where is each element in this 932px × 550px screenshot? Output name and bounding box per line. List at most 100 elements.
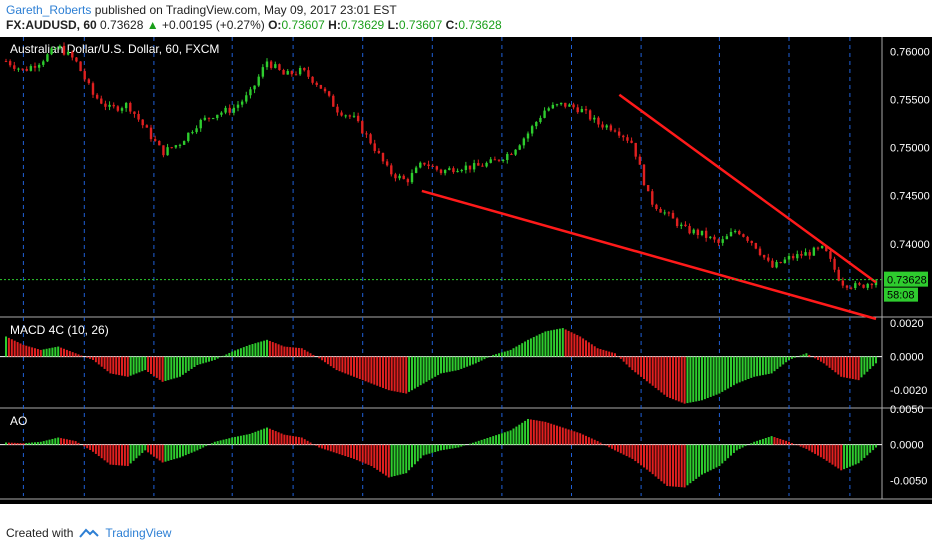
chart-background	[0, 37, 932, 504]
candle-body	[303, 67, 306, 71]
candle-body	[642, 164, 646, 186]
candle-body	[332, 95, 335, 107]
candle-body	[543, 110, 546, 118]
candle-body	[66, 51, 70, 55]
candle-body	[286, 71, 289, 75]
candle-body	[62, 45, 66, 55]
candle-body	[713, 236, 716, 240]
candle-body	[129, 102, 132, 112]
quote-line: FX:AUDUSD, 60 0.73628 ▲ +0.00195 (+0.27%…	[6, 18, 502, 33]
candle-body	[746, 236, 749, 241]
candle-body	[626, 137, 629, 141]
candle-body	[613, 130, 617, 132]
candle-body	[796, 254, 799, 259]
candle-body	[700, 230, 704, 236]
candle-body	[240, 101, 244, 105]
high-label: H:	[328, 18, 341, 32]
candle-body	[729, 232, 733, 237]
candle-body	[787, 256, 791, 260]
candle-body	[133, 111, 136, 114]
candle-body	[804, 252, 807, 256]
candle-body	[216, 114, 219, 119]
candle-body	[651, 191, 654, 205]
candle-body	[29, 66, 33, 71]
candle-body	[203, 117, 207, 120]
candle-body	[820, 245, 824, 249]
candle-body	[564, 102, 567, 107]
candle-body	[721, 239, 724, 243]
candle-body	[120, 108, 124, 111]
candle-body	[414, 167, 418, 173]
y-tick-label: -0.0050	[890, 475, 927, 487]
candle-body	[100, 98, 103, 104]
candle-body	[17, 68, 20, 70]
candle-body	[584, 108, 588, 111]
candle-body	[274, 64, 277, 68]
last-price-tag	[884, 271, 928, 287]
price-change: +0.00195 (+0.27%)	[162, 18, 265, 32]
candle-body	[779, 261, 782, 263]
candle-body	[398, 175, 401, 179]
candle-body	[87, 79, 91, 84]
candle-body	[336, 106, 339, 113]
candle-body	[257, 76, 260, 86]
candle-body	[771, 260, 774, 268]
candle-body	[667, 212, 671, 214]
candle-body	[37, 64, 41, 68]
author-link[interactable]: Gareth_Roberts	[6, 3, 92, 17]
candle-body	[576, 107, 579, 113]
candle-body	[348, 115, 352, 117]
y-tick-label: 0.74500	[890, 191, 930, 203]
candle-body	[837, 269, 840, 281]
candle-body	[555, 104, 559, 106]
candle-body	[402, 175, 405, 180]
candle-body	[236, 104, 240, 108]
candle-body	[149, 127, 153, 140]
candle-body	[311, 76, 314, 83]
chart-canvas[interactable]: 171912:00242612:00May312:00810Australian…	[0, 37, 932, 504]
candle-body	[410, 172, 414, 183]
candle-body	[170, 147, 173, 149]
candle-body	[725, 236, 729, 240]
candle-body	[124, 102, 128, 109]
candle-body	[319, 84, 323, 89]
candle-body	[224, 107, 227, 113]
candle-body	[758, 248, 762, 255]
candle-body	[116, 106, 120, 111]
candle-body	[692, 229, 695, 234]
candle-body	[232, 107, 236, 113]
candle-body	[191, 132, 194, 134]
candle-body	[663, 212, 666, 214]
candle-body	[178, 144, 182, 146]
candle-body	[456, 170, 459, 173]
footer: Created with TradingView	[6, 526, 171, 540]
y-tick-label: 0.75000	[890, 143, 930, 155]
candle-body	[849, 287, 853, 289]
publish-info: published on TradingView.com, May 09, 20…	[94, 3, 397, 17]
candle-body	[622, 135, 625, 138]
candle-body	[501, 159, 505, 161]
high-value: 0.73629	[340, 18, 385, 32]
candle-body	[406, 179, 410, 183]
candle-body	[551, 104, 555, 109]
candle-body	[733, 231, 737, 233]
candle-body	[775, 261, 778, 268]
candle-body	[195, 128, 198, 133]
candle-body	[833, 258, 836, 270]
candle-body	[696, 229, 700, 236]
candle-body	[427, 164, 430, 166]
candle-body	[572, 104, 575, 108]
candle-body	[854, 283, 857, 289]
candle-body	[535, 122, 538, 127]
created-with-label: Created with	[6, 526, 74, 540]
candle-body	[816, 247, 820, 249]
y-tick-label: 0.75500	[890, 95, 930, 107]
candle-body	[158, 140, 161, 146]
candle-body	[518, 145, 521, 150]
candle-body	[800, 254, 803, 256]
candle-body	[377, 150, 381, 153]
candle-body	[460, 170, 463, 172]
candle-body	[249, 89, 252, 96]
candle-body	[58, 45, 62, 49]
tradingview-link[interactable]: TradingView	[105, 526, 172, 540]
